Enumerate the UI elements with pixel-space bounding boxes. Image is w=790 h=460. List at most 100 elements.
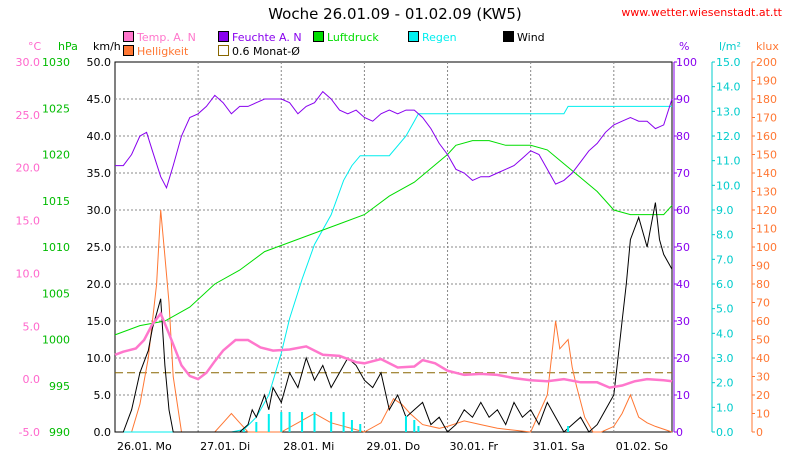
y-tick-label: 190 (756, 75, 777, 88)
y-tick-label: 1000 (42, 334, 70, 347)
y-tick-label: 15.0 (16, 215, 41, 228)
rain-increment-bar (417, 426, 420, 432)
y-tick-label: 10.0 (87, 352, 112, 365)
y-tick-label: 100 (756, 241, 777, 254)
y-tick-label: 1010 (42, 241, 70, 254)
y-tick-label: 2.0 (716, 377, 734, 390)
x-tick-label: 01.02. So (616, 440, 668, 453)
rain-increment-bar (255, 422, 258, 432)
y-tick-label: 110 (756, 223, 777, 236)
legend-item: Luftdruck (313, 31, 379, 44)
y-tick-label: 20 (676, 352, 690, 365)
y-tick-label: 5.0 (94, 389, 112, 402)
y-tick-label: 40 (756, 352, 770, 365)
y-tick-label: 995 (49, 380, 70, 393)
series-line-temp-a-n (114, 311, 673, 389)
rain-increment-bar (301, 412, 304, 432)
y-tick-label: 100 (676, 56, 697, 69)
y-tick-label: 7.0 (716, 253, 734, 266)
rain-increment-bar (330, 412, 333, 432)
axis-unit-label: hPa (58, 40, 78, 53)
y-tick-label: 1.0 (716, 401, 734, 414)
y-tick-label: 12.0 (716, 130, 741, 143)
y-tick-label: 1015 (42, 195, 70, 208)
chart-grid (114, 61, 673, 433)
y-tick-label: 0.0 (23, 373, 41, 386)
y-tick-label: 45.0 (87, 93, 112, 106)
y-tick-label: 30.0 (87, 204, 112, 217)
y-tick-label: 15.0 (716, 56, 741, 69)
legend-swatch (123, 31, 134, 42)
rain-increment-bar (342, 412, 345, 432)
y-tick-label: 80 (676, 130, 690, 143)
axis-unit-label: °C (28, 40, 42, 53)
y-tick-label: 30 (676, 315, 690, 328)
y-tick-label: 50.0 (87, 56, 112, 69)
legend-item: Helligkeit (123, 45, 188, 58)
rain-increment-bar (567, 426, 570, 432)
y-tick-label: 8.0 (716, 229, 734, 242)
rain-increment-bar (350, 420, 353, 432)
legend-swatch (123, 45, 134, 56)
legend-swatch (218, 31, 229, 42)
x-tick-label: 30.01. Fr (450, 440, 499, 453)
y-tick-label: 160 (756, 130, 777, 143)
legend-swatch (218, 45, 229, 56)
legend-label: Feuchte A. N (232, 31, 302, 44)
y-tick-label: 80 (756, 278, 770, 291)
y-tick-label: 10.0 (16, 267, 41, 280)
y-tick-label: 20.0 (87, 278, 112, 291)
rain-increment-bar (267, 414, 270, 432)
y-tick-label: 5.0 (23, 320, 41, 333)
y-tick-label: 70 (676, 167, 690, 180)
y-tick-label: 40 (676, 278, 690, 291)
axis-unit-label: l/m² (719, 40, 741, 53)
chart-axes: 26.01. Mo 27.01. Di 28.01. Mi 29.01. Do 30.0… (16, 40, 780, 453)
y-tick-label: 90 (676, 93, 690, 106)
y-tick-label: 60 (756, 315, 770, 328)
rain-increment-bar (313, 412, 316, 432)
chart-title: Woche 26.01.09 - 01.02.09 (KW5) (268, 5, 522, 23)
y-tick-label: 10 (756, 408, 770, 421)
x-tick-label: 29.01. Do (366, 440, 420, 453)
y-tick-label: 0 (676, 426, 683, 439)
y-tick-label: 30.0 (16, 56, 41, 69)
y-tick-label: 1020 (42, 149, 70, 162)
legend-label: Regen (422, 31, 457, 44)
legend-label: Wind (517, 31, 545, 44)
y-tick-label: 4.0 (716, 327, 734, 340)
legend-label: Temp. A. N (137, 31, 196, 44)
y-tick-label: 20 (756, 389, 770, 402)
y-tick-label: 0 (756, 426, 763, 439)
rain-increment-bar (242, 430, 245, 432)
source-link[interactable]: www.wetter.wiesenstadt.at.tt (621, 6, 782, 19)
y-tick-label: 20.0 (16, 162, 41, 175)
legend-item: Regen (408, 31, 457, 44)
y-tick-label: 3.0 (716, 352, 734, 365)
y-tick-label: 9.0 (716, 204, 734, 217)
y-tick-label: 0.0 (94, 426, 112, 439)
y-tick-label: 990 (49, 426, 70, 439)
y-tick-label: 25.0 (16, 109, 41, 122)
legend-label: Luftdruck (327, 31, 379, 44)
y-tick-label: 180 (756, 93, 777, 106)
x-tick-label: 27.01. Di (200, 440, 250, 453)
chart-plot-area (114, 90, 673, 433)
axis-unit-label: % (679, 40, 689, 53)
y-tick-label: 60 (676, 204, 690, 217)
series-line-helligkeit (115, 209, 673, 433)
y-tick-label: 40.0 (87, 130, 112, 143)
y-tick-label: 70 (756, 297, 770, 310)
y-tick-label: 13.0 (716, 105, 741, 118)
legend-label: Helligkeit (137, 45, 189, 58)
y-tick-label: 150 (756, 149, 777, 162)
y-tick-label: 6.0 (716, 278, 734, 291)
axis-unit-label: km/h (93, 40, 121, 53)
y-tick-label: 5.0 (716, 303, 734, 316)
y-tick-label: 25.0 (87, 241, 112, 254)
y-tick-label: 90 (756, 260, 770, 273)
x-tick-label: 28.01. Mi (283, 440, 334, 453)
x-tick-label: 31.01. Sa (533, 440, 585, 453)
y-tick-label: 130 (756, 186, 777, 199)
